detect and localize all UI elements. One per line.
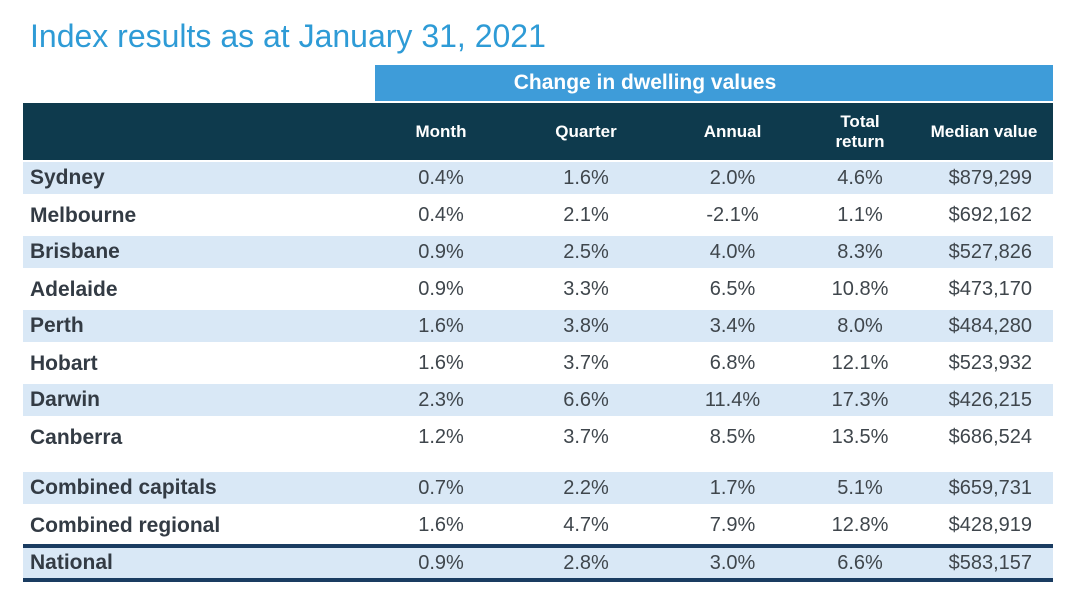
cell-median-value: $659,731 <box>948 476 1032 499</box>
cell-total-return: 13.5% <box>831 426 889 448</box>
cell-total-return: 17.3% <box>831 388 889 411</box>
table-row-canberra: Canberra 1.2% 3.7% 8.5% 13.5% $686,524 <box>23 419 1053 456</box>
cell-quarter: 6.6% <box>563 388 609 411</box>
cell-month: 1.2% <box>418 426 464 448</box>
cell-quarter: 1.6% <box>563 166 609 189</box>
header-annual: Annual <box>703 121 762 141</box>
row-label: Brisbane <box>30 240 120 263</box>
table-row-combined-capitals: Combined capitals 0.7% 2.2% 1.7% 5.1% $6… <box>23 470 1053 507</box>
table-row-perth: Perth 1.6% 3.8% 3.4% 8.0% $484,280 <box>23 308 1053 345</box>
cell-median-value: $484,280 <box>948 314 1032 337</box>
cell-month: 0.9% <box>418 551 464 574</box>
cell-total-return: 4.6% <box>837 166 883 189</box>
row-label: Darwin <box>30 388 101 411</box>
row-label: Melbourne <box>30 203 137 227</box>
cell-quarter: 3.8% <box>563 314 609 337</box>
cell-quarter: 2.1% <box>563 204 609 226</box>
cell-median-value: $879,299 <box>948 166 1032 189</box>
cell-month: 0.4% <box>418 166 464 189</box>
cell-median-value: $527,826 <box>948 240 1032 263</box>
cell-quarter: 3.3% <box>563 278 609 300</box>
table-row-brisbane: Brisbane 0.9% 2.5% 4.0% 8.3% $527,826 <box>23 234 1053 271</box>
cell-annual: 6.8% <box>709 352 756 374</box>
table-row-melbourne: Melbourne 0.4% 2.1% -2.1% 1.1% $692,162 <box>23 197 1053 234</box>
row-label: Sydney <box>30 166 105 189</box>
cell-annual: 6.5% <box>709 278 756 300</box>
header-region-blank <box>23 103 370 160</box>
index-results-table: Change in dwelling values Month Quarter … <box>23 65 1053 582</box>
table-row-darwin: Darwin 2.3% 6.6% 11.4% 17.3% $426,215 <box>23 382 1053 419</box>
page-title: Index results as at January 31, 2021 <box>30 18 546 54</box>
cell-annual: -2.1% <box>706 204 759 226</box>
cell-month: 2.3% <box>418 388 464 411</box>
cell-quarter: 3.7% <box>563 426 609 448</box>
cell-quarter: 3.7% <box>563 352 609 374</box>
row-label: Hobart <box>30 351 98 375</box>
cell-quarter: 2.8% <box>563 551 609 574</box>
cell-total-return: 8.3% <box>837 240 883 263</box>
cell-annual: 3.4% <box>709 314 756 337</box>
cell-total-return: 8.0% <box>837 314 883 337</box>
cell-total-return: 12.8% <box>831 514 889 536</box>
cell-median-value: $686,524 <box>948 426 1032 448</box>
cell-total-return: 6.6% <box>837 551 883 574</box>
table-row-sydney: Sydney 0.4% 1.6% 2.0% 4.6% $879,299 <box>23 160 1053 197</box>
cell-annual: 1.7% <box>709 476 756 499</box>
cell-annual: 11.4% <box>704 388 761 411</box>
row-label: Perth <box>30 314 84 337</box>
row-label: Combined regional <box>30 513 221 537</box>
cell-quarter: 4.7% <box>563 514 609 536</box>
cell-total-return: 1.1% <box>837 204 883 226</box>
section-spacer <box>23 456 1053 470</box>
cell-annual: 2.0% <box>709 166 756 189</box>
cell-month: 0.7% <box>418 476 464 499</box>
cell-annual: 3.0% <box>709 551 756 574</box>
cell-annual: 7.9% <box>709 514 756 536</box>
row-label: Canberra <box>30 425 123 449</box>
table-header-row: Month Quarter Annual Total return Median… <box>23 103 1053 160</box>
table-row-hobart: Hobart 1.6% 3.7% 6.8% 12.1% $523,932 <box>23 345 1053 382</box>
row-label: Adelaide <box>30 277 118 301</box>
banner-change-in-dwelling-values: Change in dwelling values <box>375 65 1053 101</box>
row-label: National <box>30 551 113 574</box>
cell-annual: 8.5% <box>709 426 756 448</box>
cell-median-value: $473,170 <box>948 278 1032 300</box>
header-month: Month <box>415 121 467 141</box>
cell-median-value: $428,919 <box>948 514 1032 536</box>
cell-median-value: $692,162 <box>948 204 1032 226</box>
cell-month: 1.6% <box>418 352 464 374</box>
table-row-adelaide: Adelaide 0.9% 3.3% 6.5% 10.8% $473,170 <box>23 271 1053 308</box>
banner-label: Change in dwelling values <box>513 71 777 94</box>
cell-median-value: $583,157 <box>948 551 1032 574</box>
cell-total-return: 10.8% <box>831 278 889 300</box>
cell-annual: 4.0% <box>709 240 756 263</box>
cell-month: 0.9% <box>418 278 464 300</box>
cell-median-value: $426,215 <box>948 388 1032 411</box>
cell-month: 1.6% <box>418 314 464 337</box>
cell-quarter: 2.2% <box>563 476 609 499</box>
cell-month: 1.6% <box>418 514 464 536</box>
cell-month: 0.4% <box>418 204 464 226</box>
table-row-national: National 0.9% 2.8% 3.0% 6.6% $583,157 <box>23 544 1053 582</box>
header-median-value: Median value <box>930 121 1038 141</box>
table-row-combined-regional: Combined regional 1.6% 4.7% 7.9% 12.8% $… <box>23 507 1053 544</box>
cell-total-return: 5.1% <box>837 476 883 499</box>
cell-quarter: 2.5% <box>563 240 609 263</box>
cell-median-value: $523,932 <box>948 352 1032 374</box>
row-label: Combined capitals <box>30 476 217 499</box>
cell-total-return: 12.1% <box>831 352 889 374</box>
header-quarter: Quarter <box>555 121 617 141</box>
cell-month: 0.9% <box>418 240 464 263</box>
header-total-return: Total return <box>835 112 885 151</box>
